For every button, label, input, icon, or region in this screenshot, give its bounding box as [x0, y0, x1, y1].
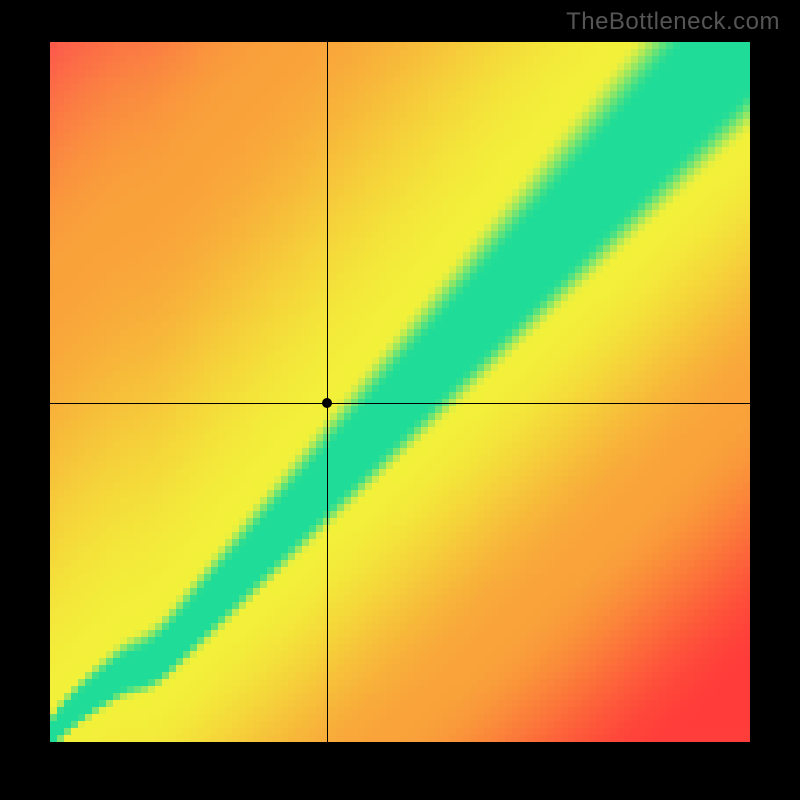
heatmap-canvas [50, 42, 750, 742]
crosshair-horizontal [50, 403, 750, 404]
watermark-text: TheBottleneck.com [566, 8, 780, 36]
crosshair-vertical [327, 42, 328, 742]
heatmap-plot [50, 42, 750, 742]
chart-container: { "watermark": { "text": "TheBottleneck.… [0, 0, 800, 800]
crosshair-marker-dot [322, 398, 332, 408]
